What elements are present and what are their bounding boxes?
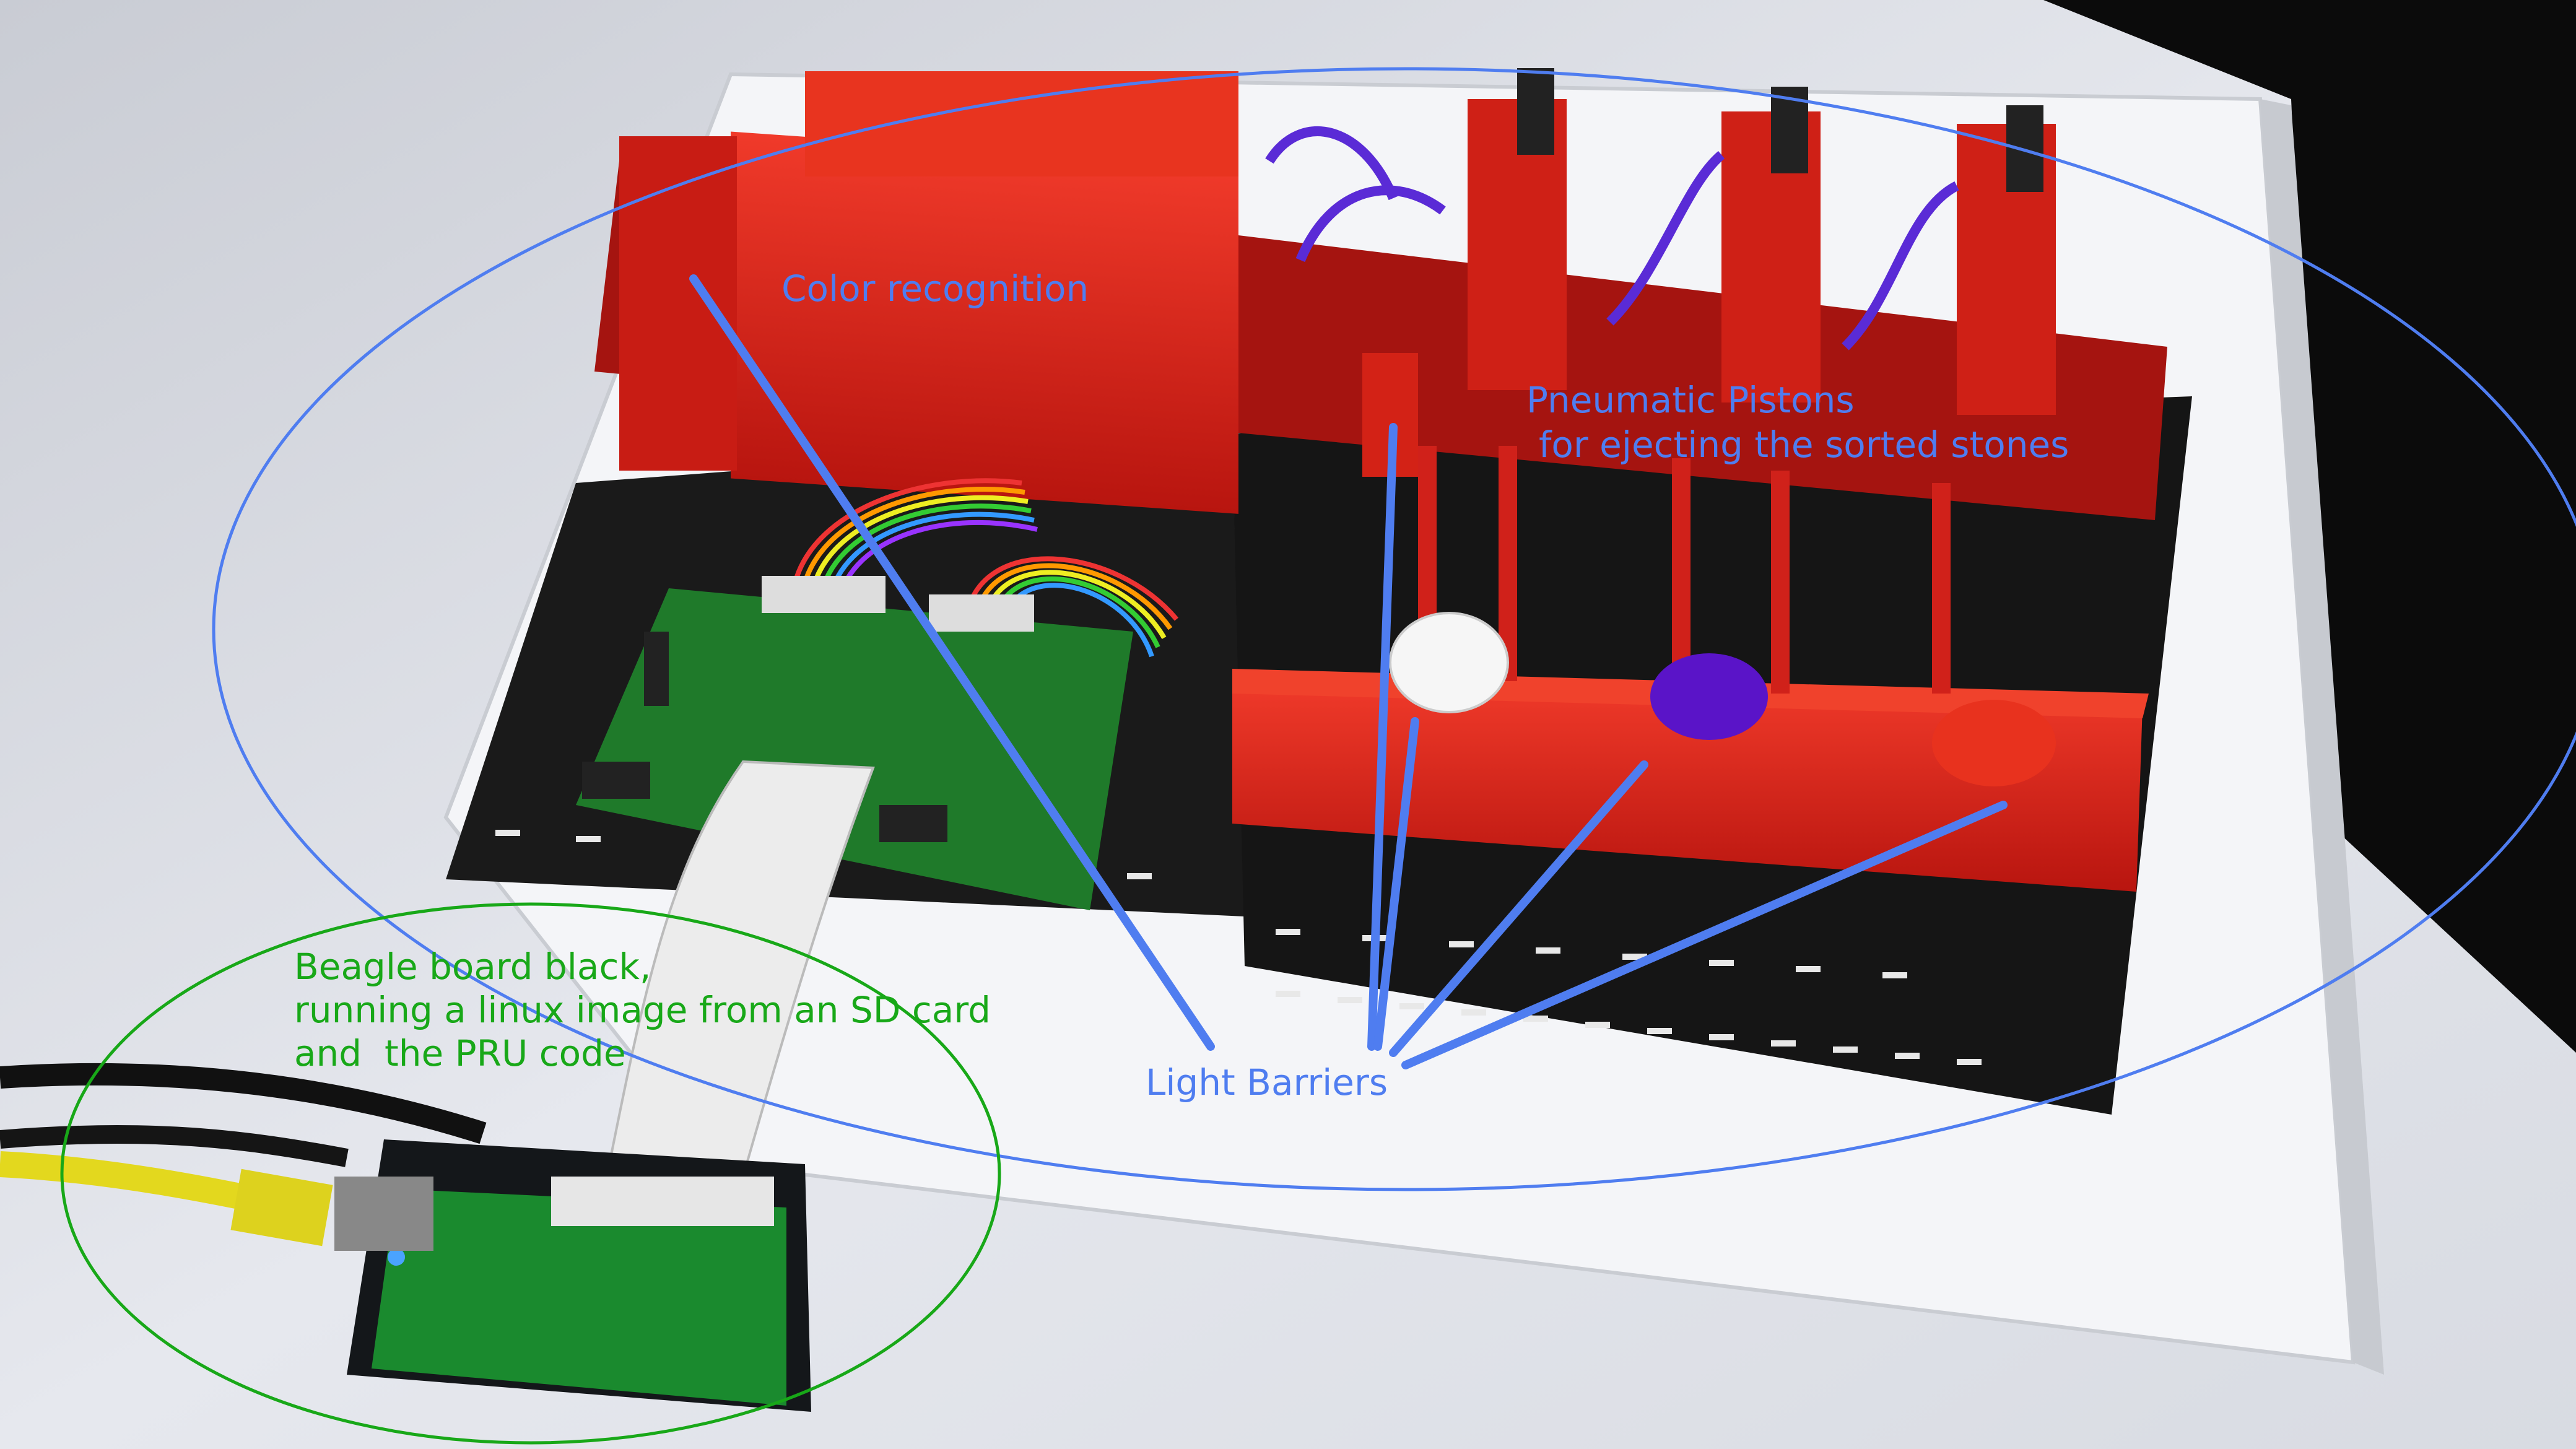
purple-stone <box>1650 653 1768 740</box>
rainbow-ribbon-cables <box>790 478 1179 658</box>
beaglebone-cape-pcb <box>372 1189 786 1406</box>
ethernet-jack <box>334 1177 433 1251</box>
ribbon-connector-2 <box>929 594 1034 632</box>
white-board-edge <box>2260 99 2384 1375</box>
beagle-board-label-line2: running a linux image from an SD card <box>294 989 991 1031</box>
baseplate-slots <box>495 830 1982 1065</box>
ejector-rails <box>1418 446 1951 694</box>
light-barriers-label: Light Barriers <box>1146 1061 1388 1103</box>
beagle-board-label-line1: Beagle board black, <box>294 946 651 988</box>
white-stone <box>1389 612 1509 713</box>
cape-connector <box>551 1177 774 1226</box>
beagle-board-label-line3: and the PRU code <box>294 1032 626 1074</box>
color-recognition-label: Color recognition <box>781 268 1089 310</box>
pneumatic-pistons <box>1468 68 2056 415</box>
ethernet-plug <box>230 1168 333 1247</box>
pneumatic-pistons-label: Pneumatic Pistons <box>1526 379 1855 421</box>
color-sensor-block-top <box>805 71 1238 176</box>
light-barrier-pointers <box>689 274 2008 1069</box>
ribbon-connector-1 <box>762 576 886 613</box>
machine-outline-ellipse <box>212 67 2576 1191</box>
color-sensor-housing <box>731 131 1238 514</box>
pneumatic-pistons-sublabel: for ejecting the sorted stones <box>1539 424 2069 466</box>
usb-cable <box>0 1125 349 1167</box>
pcb-headers <box>582 632 947 842</box>
red-stone <box>1932 700 2056 786</box>
power-cable <box>0 1063 487 1144</box>
pneumatic-tubes <box>1265 126 1959 350</box>
beaglebone-outline-ellipse <box>60 902 1001 1445</box>
status-led <box>388 1248 405 1266</box>
left-corner-post <box>619 136 737 471</box>
